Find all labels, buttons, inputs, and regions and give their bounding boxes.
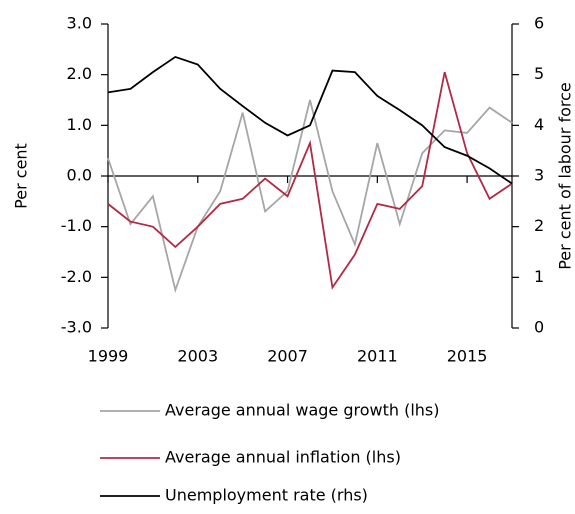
series-line bbox=[107, 55, 513, 185]
y-tick-label: -2.0 bbox=[61, 267, 92, 286]
y2-tick-label: 1 bbox=[534, 267, 544, 286]
legend-label: Average annual wage growth (lhs) bbox=[165, 401, 440, 420]
y2-tick-label: 6 bbox=[534, 14, 544, 33]
series-line bbox=[107, 71, 513, 290]
x-tick-label: 2011 bbox=[357, 347, 398, 366]
y-tick-label: 0.0 bbox=[67, 166, 92, 185]
x-tick-label: 2015 bbox=[447, 347, 488, 366]
y-tick-label: 3.0 bbox=[67, 14, 92, 33]
x-tick-label: 1999 bbox=[88, 347, 129, 366]
legend-label: Average annual inflation (lhs) bbox=[165, 448, 401, 467]
y2-tick-label: 2 bbox=[534, 216, 544, 235]
y-tick-label: -1.0 bbox=[61, 216, 92, 235]
y2-tick-label: 5 bbox=[534, 64, 544, 83]
series-line bbox=[107, 99, 513, 294]
legend-label: Unemployment rate (rhs) bbox=[165, 486, 368, 505]
y2-axis-label: Per cent of labour force bbox=[556, 82, 575, 270]
y2-tick-label: 3 bbox=[534, 166, 544, 185]
x-tick-label: 2003 bbox=[177, 347, 218, 366]
y-tick-label: -3.0 bbox=[61, 318, 92, 337]
x-tick-label: 2007 bbox=[267, 347, 308, 366]
y2-tick-label: 0 bbox=[534, 318, 544, 337]
y2-tick-label: 4 bbox=[534, 115, 544, 134]
y-tick-label: 1.0 bbox=[67, 115, 92, 134]
y-tick-label: 2.0 bbox=[67, 64, 92, 83]
y-axis-label: Per cent bbox=[12, 143, 31, 209]
